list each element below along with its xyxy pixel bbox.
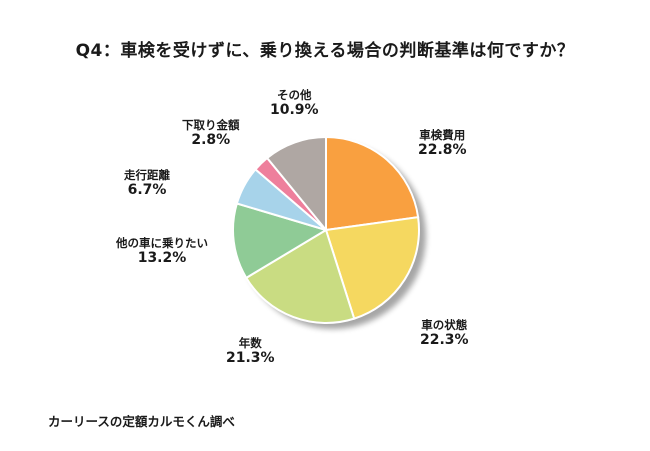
slice-label-mileage: 走行距離 6.7% [124,168,170,199]
slice-label-want-other-car: 他の車に乗りたい 13.2% [116,236,208,267]
source-credit: カーリースの定額カルモくん調べ [48,414,235,429]
pie-slice-1 [324,216,420,320]
slice-label-years: 年数 21.3% [226,336,275,367]
pie-slice-2 [244,228,356,324]
slice-label-vehicle-inspection-cost: 車検費用 22.8% [418,128,467,159]
slice-label-other: その他 10.9% [270,88,319,119]
slice-label-car-condition: 車の状態 22.3% [420,318,469,349]
pie-slices [232,135,420,324]
pie-slice-6 [265,135,327,233]
slice-label-trade-in-value: 下取り金額 2.8% [182,118,240,149]
pie-slice-3 [232,202,329,280]
pie-slice-0 [325,135,420,232]
chart-title: Q4：車検を受けずに、乗り換える場合の判断基準は何ですか？ [75,41,575,61]
